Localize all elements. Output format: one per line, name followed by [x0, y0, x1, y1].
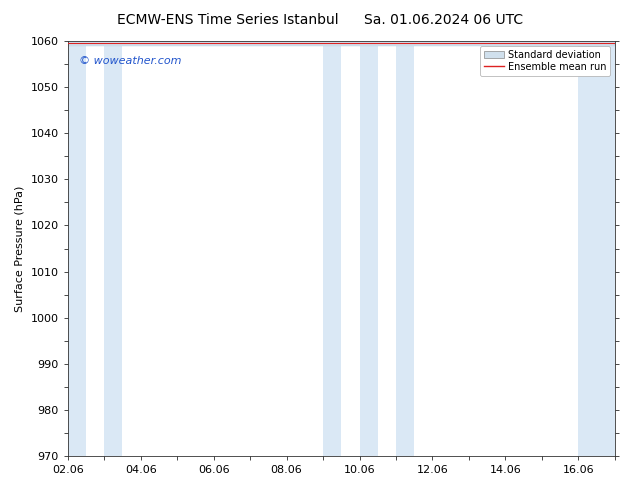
Bar	[578, 41, 615, 456]
Text: Sa. 01.06.2024 06 UTC: Sa. 01.06.2024 06 UTC	[365, 13, 523, 27]
Bar	[68, 41, 86, 456]
Bar	[359, 41, 378, 456]
Text: ECMW-ENS Time Series Istanbul: ECMW-ENS Time Series Istanbul	[117, 13, 339, 27]
Text: © woweather.com: © woweather.com	[79, 55, 181, 66]
Bar	[396, 41, 414, 456]
Legend: Standard deviation, Ensemble mean run: Standard deviation, Ensemble mean run	[481, 46, 610, 75]
Bar	[323, 41, 341, 456]
Y-axis label: Surface Pressure (hPa): Surface Pressure (hPa)	[15, 185, 25, 312]
Bar	[104, 41, 122, 456]
